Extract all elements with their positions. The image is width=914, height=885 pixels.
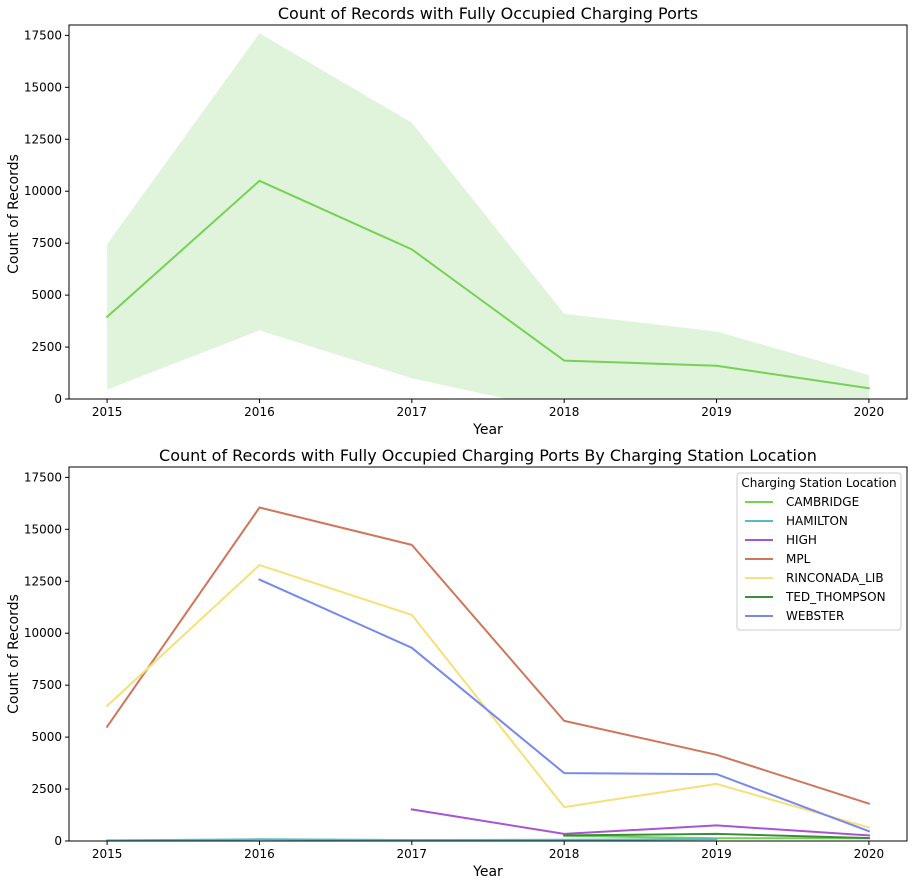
x-tick-label: 2016 bbox=[244, 405, 275, 419]
x-axis-title: Year bbox=[472, 864, 503, 880]
chart-fully-occupied-by-location: Count of Records with Fully Occupied Cha… bbox=[6, 446, 908, 880]
confidence-band bbox=[107, 33, 869, 399]
x-tick-label: 2015 bbox=[92, 847, 123, 861]
series-line-high bbox=[410, 808, 870, 837]
legend-title: Charging Station Location bbox=[741, 476, 896, 490]
y-tick-label: 2500 bbox=[31, 782, 62, 796]
series-line-webster bbox=[258, 578, 871, 833]
y-tick-label: 12500 bbox=[24, 574, 62, 588]
y-tick-label: 7500 bbox=[31, 678, 62, 692]
x-tick-label: 2019 bbox=[701, 847, 732, 861]
series-line-hamilton bbox=[106, 838, 718, 841]
axes: 2015 2016 2017 2018 2019 2020 0 2500 5000 7500 100… bbox=[24, 24, 908, 419]
y-tick-label: 17500 bbox=[24, 470, 62, 484]
y-tick-label: 10000 bbox=[24, 626, 62, 640]
legend-label-cambridge: CAMBRIDGE bbox=[786, 495, 859, 509]
y-tick-label: 10000 bbox=[24, 184, 62, 198]
legend-label-hamilton: HAMILTON bbox=[786, 514, 848, 528]
y-axis-title: Count of Records bbox=[6, 154, 22, 274]
x-tick-label: 2020 bbox=[854, 847, 885, 861]
series-line-ted-thompson bbox=[563, 832, 870, 840]
legend-label-high: HIGH bbox=[786, 533, 817, 547]
legend-label-mpl: MPL bbox=[786, 552, 811, 566]
x-tick-label: 2019 bbox=[701, 405, 732, 419]
legend-box bbox=[736, 472, 902, 631]
legend-label-webster: WEBSTER bbox=[786, 609, 844, 623]
chart-title: Count of Records with Fully Occupied Cha… bbox=[159, 446, 817, 465]
x-tick-label: 2017 bbox=[397, 405, 428, 419]
legend-label-ted-thompson: TED_THOMPSON bbox=[785, 590, 886, 604]
chart-title: Count of Records with Fully Occupied Cha… bbox=[278, 4, 698, 23]
x-tick-label: 2016 bbox=[244, 847, 275, 861]
plot-frame bbox=[68, 466, 908, 842]
y-tick-label: 0 bbox=[54, 392, 62, 406]
y-tick-label: 2500 bbox=[31, 340, 62, 354]
y-tick-label: 15000 bbox=[24, 522, 62, 536]
x-axis-title: Year bbox=[472, 422, 503, 438]
axes: 2015 2016 2017 2018 2019 2020 0 2500 5000 7500 100… bbox=[24, 466, 908, 861]
y-tick-label: 15000 bbox=[24, 80, 62, 94]
y-tick-label: 7500 bbox=[31, 236, 62, 250]
series-line bbox=[105, 179, 871, 390]
y-axis-title: Count of Records bbox=[6, 594, 22, 714]
legend-label-rinconada-lib: RINCONADA_LIB bbox=[786, 571, 884, 585]
y-tick-label: 12500 bbox=[24, 132, 62, 146]
x-tick-label: 2018 bbox=[549, 847, 580, 861]
y-tick-label: 0 bbox=[54, 834, 62, 848]
confidence-band-layer bbox=[107, 33, 869, 399]
series-line-layer bbox=[105, 506, 871, 841]
x-tick-label: 2017 bbox=[397, 847, 428, 861]
legend: Charging Station Location CAMBRIDGE HAMILT… bbox=[736, 472, 902, 631]
y-tick-label: 5000 bbox=[31, 288, 62, 302]
y-tick-label: 5000 bbox=[31, 730, 62, 744]
plot-frame bbox=[68, 24, 908, 400]
x-tick-label: 2018 bbox=[549, 405, 580, 419]
chart-fully-occupied-total: Count of Records with Fully Occupied Cha… bbox=[6, 4, 908, 438]
series-line-layer bbox=[105, 179, 871, 390]
series-line-mpl bbox=[105, 506, 871, 805]
y-tick-label: 17500 bbox=[24, 28, 62, 42]
x-tick-label: 2015 bbox=[92, 405, 123, 419]
x-tick-label: 2020 bbox=[854, 405, 885, 419]
